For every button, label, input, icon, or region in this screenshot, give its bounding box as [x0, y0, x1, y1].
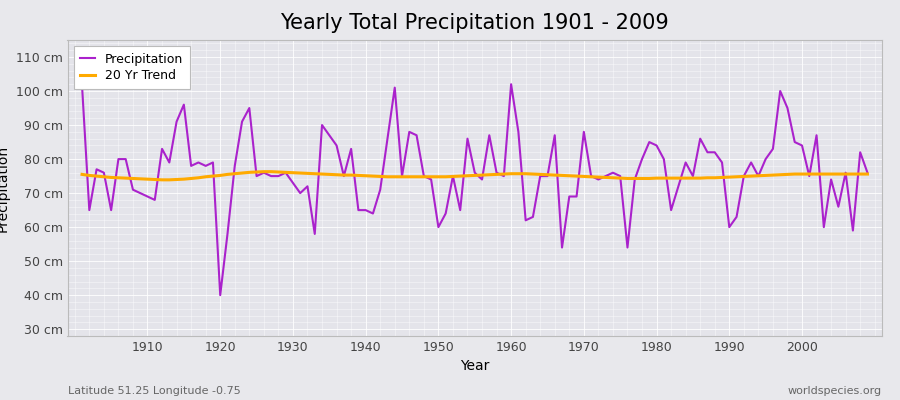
Title: Yearly Total Precipitation 1901 - 2009: Yearly Total Precipitation 1901 - 2009: [281, 13, 669, 33]
Precipitation: [135, 191, 146, 196]
20 Yr Trend: [608, 175, 618, 180]
Line: 20 Yr Trend: 20 Yr Trend: [82, 172, 868, 180]
Precipitation: [862, 170, 873, 175]
Legend: Precipitation, 20 Yr Trend: Precipitation, 20 Yr Trend: [74, 46, 190, 88]
Precipitation: [346, 146, 356, 151]
20 Yr Trend: [135, 176, 146, 181]
Line: Precipitation: Precipitation: [82, 84, 868, 295]
Precipitation: [520, 218, 531, 223]
Precipitation: [76, 84, 87, 88]
Precipitation: [608, 170, 618, 175]
Precipitation: [215, 293, 226, 298]
Precipitation: [302, 184, 313, 189]
20 Yr Trend: [513, 171, 524, 176]
X-axis label: Year: Year: [460, 360, 490, 374]
20 Yr Trend: [862, 172, 873, 176]
20 Yr Trend: [258, 169, 269, 174]
Text: worldspecies.org: worldspecies.org: [788, 386, 882, 396]
20 Yr Trend: [76, 172, 87, 177]
Precipitation: [506, 82, 517, 87]
Precipitation: [513, 130, 524, 134]
20 Yr Trend: [310, 171, 320, 176]
Text: Latitude 51.25 Longitude -0.75: Latitude 51.25 Longitude -0.75: [68, 386, 240, 396]
20 Yr Trend: [353, 173, 364, 178]
Y-axis label: Precipitation: Precipitation: [0, 144, 10, 232]
20 Yr Trend: [520, 171, 531, 176]
20 Yr Trend: [157, 178, 167, 182]
